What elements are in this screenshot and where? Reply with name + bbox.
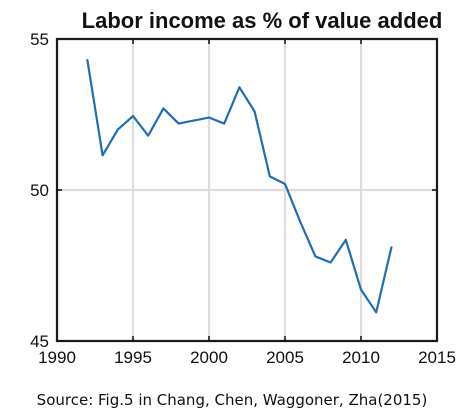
y-tick-label: 55 [30, 30, 49, 49]
x-axis-tick-labels: 1990 1995 2000 2005 2010 2015 [38, 348, 456, 367]
x-tick-label: 2000 [190, 348, 228, 367]
x-tick-label: 1990 [38, 348, 76, 367]
y-tick-label: 45 [30, 332, 49, 351]
x-tick-label: 2015 [418, 348, 456, 367]
chart-title: Labor income as % of value added [82, 8, 443, 33]
series-line-0 [86, 59, 393, 314]
source-caption: Source: Fig.5 in Chang, Chen, Waggoner, … [37, 391, 428, 409]
x-tick-label: 2005 [266, 348, 304, 367]
y-axis-tick-labels: 45 50 55 [30, 30, 49, 351]
series-layer [86, 59, 393, 314]
x-tick-label: 1995 [114, 348, 152, 367]
x-tick-label: 2010 [342, 348, 380, 367]
y-tick-label: 50 [30, 181, 49, 200]
axis-ticks [56, 38, 438, 342]
